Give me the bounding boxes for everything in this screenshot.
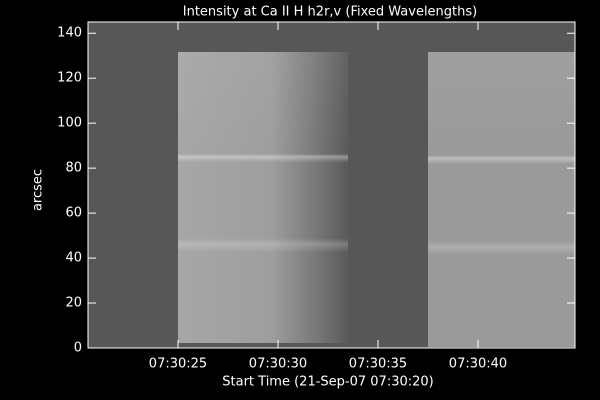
x-axis-label: Start Time (21-Sep-07 07:30:20): [222, 375, 433, 390]
y-tick-label: 100: [57, 116, 82, 131]
y-axis-label: arcsec: [31, 169, 46, 211]
y-tick-label: 120: [57, 71, 82, 86]
x-tick-label: 07:30:30: [249, 357, 307, 372]
image-bands: [428, 52, 575, 347]
plot-frame: [87, 21, 576, 349]
x-tick-label: 07:30:25: [149, 357, 207, 372]
y-tick-label: 60: [65, 206, 82, 221]
x-tick-label: 07:30:40: [449, 357, 507, 372]
image: [88, 22, 575, 348]
y-tick-label: 20: [65, 296, 82, 311]
y-tick-label: 0: [74, 341, 82, 356]
y-tick-label: 80: [65, 161, 82, 176]
y-tick-label: 40: [65, 251, 82, 266]
image-bands: [178, 52, 348, 343]
chart-title: Intensity at Ca II H h2r,v (Fixed Wavele…: [183, 5, 477, 20]
y-tick-label: 140: [57, 26, 82, 41]
x-tick-label: 07:30:35: [349, 357, 407, 372]
